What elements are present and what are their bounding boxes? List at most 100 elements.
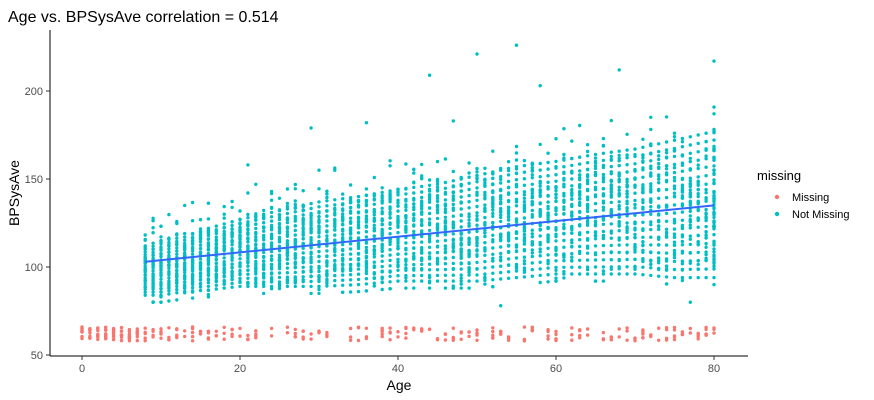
data-point-missing <box>190 330 195 335</box>
data-point-not-missing <box>538 254 542 258</box>
data-point-not-missing <box>680 275 685 280</box>
data-point-not-missing <box>712 138 716 142</box>
data-point-not-missing <box>380 199 384 203</box>
data-point-not-missing <box>593 237 598 241</box>
data-point-not-missing <box>285 201 290 206</box>
data-point-not-missing <box>593 224 598 228</box>
data-point-not-missing <box>633 267 637 271</box>
data-point-not-missing <box>641 137 645 141</box>
data-point-not-missing <box>601 199 606 203</box>
data-point-not-missing <box>696 188 700 192</box>
data-point-not-missing <box>285 232 290 237</box>
data-point-not-missing <box>475 52 479 56</box>
data-point-not-missing <box>554 272 558 276</box>
data-point-not-missing <box>554 196 558 200</box>
data-point-not-missing <box>356 225 361 230</box>
data-point-missing <box>159 327 163 331</box>
data-point-missing <box>111 337 116 342</box>
data-point-not-missing <box>262 291 266 296</box>
data-point-not-missing <box>412 171 416 175</box>
data-point-not-missing <box>688 275 692 280</box>
data-point-not-missing <box>443 279 448 283</box>
data-point-not-missing <box>317 291 321 296</box>
data-point-not-missing <box>325 209 329 213</box>
data-point-not-missing <box>554 265 558 270</box>
data-point-not-missing <box>214 224 218 228</box>
data-point-not-missing <box>230 220 234 224</box>
data-point-not-missing <box>254 212 258 216</box>
data-point-not-missing <box>262 208 266 213</box>
data-point-not-missing <box>483 220 487 225</box>
data-point-not-missing <box>585 195 590 199</box>
data-point-not-missing <box>522 226 527 230</box>
data-point-not-missing <box>396 279 400 283</box>
data-point-not-missing <box>293 217 297 221</box>
data-point-not-missing <box>570 139 574 143</box>
data-point-not-missing <box>380 246 384 250</box>
data-point-not-missing <box>499 237 503 242</box>
data-point-not-missing <box>483 181 487 185</box>
data-point-not-missing <box>601 243 606 248</box>
data-point-not-missing <box>475 218 479 222</box>
data-point-not-missing <box>443 262 448 266</box>
data-point-not-missing <box>214 269 218 273</box>
data-point-not-missing <box>269 257 274 261</box>
data-point-not-missing <box>364 121 369 125</box>
data-point-not-missing <box>451 202 455 207</box>
data-point-not-missing <box>380 280 384 284</box>
data-point-not-missing <box>585 221 590 225</box>
data-point-not-missing <box>633 147 637 151</box>
data-point-not-missing <box>593 164 598 168</box>
data-point-not-missing <box>380 264 384 269</box>
data-point-not-missing <box>514 218 519 222</box>
data-point-not-missing <box>420 190 424 194</box>
data-point-not-missing <box>554 253 558 257</box>
data-point-not-missing <box>309 279 313 284</box>
data-point-not-missing <box>269 215 274 219</box>
data-point-not-missing <box>348 263 353 267</box>
data-point-not-missing <box>593 265 598 269</box>
data-point-not-missing <box>254 218 258 222</box>
data-point-not-missing <box>664 187 669 192</box>
data-point-not-missing <box>151 253 155 257</box>
data-point-not-missing <box>475 241 479 245</box>
data-point-not-missing <box>175 246 179 250</box>
data-point-not-missing <box>159 254 163 259</box>
data-point-not-missing <box>633 222 637 226</box>
data-point-not-missing <box>514 220 519 224</box>
data-point-not-missing <box>151 276 155 280</box>
data-point-not-missing <box>593 234 598 238</box>
data-point-missing <box>554 337 558 341</box>
data-point-not-missing <box>546 246 550 250</box>
data-point-not-missing <box>491 238 495 242</box>
data-point-not-missing <box>222 204 226 209</box>
data-point-not-missing <box>443 186 448 190</box>
data-point-not-missing <box>625 156 629 160</box>
data-point-not-missing <box>222 212 226 216</box>
data-point-not-missing <box>269 210 274 215</box>
data-point-not-missing <box>491 208 495 212</box>
data-point-missing <box>506 336 511 341</box>
data-point-missing <box>293 335 297 339</box>
data-point-not-missing <box>167 247 171 251</box>
data-point-not-missing <box>159 300 163 304</box>
data-point-not-missing <box>601 208 606 212</box>
data-point-not-missing <box>657 157 661 162</box>
data-point-not-missing <box>269 219 274 223</box>
data-point-not-missing <box>459 175 463 180</box>
data-point-not-missing <box>317 235 321 239</box>
data-point-not-missing <box>451 244 455 249</box>
data-point-not-missing <box>609 231 613 235</box>
data-point-not-missing <box>562 269 566 274</box>
data-point-not-missing <box>522 242 527 246</box>
data-point-not-missing <box>341 258 345 263</box>
data-point-not-missing <box>593 185 598 189</box>
data-point-not-missing <box>420 219 424 223</box>
data-point-not-missing <box>230 248 234 253</box>
data-point-not-missing <box>704 267 708 271</box>
data-point-not-missing <box>183 243 187 248</box>
data-point-not-missing <box>554 239 558 243</box>
data-point-not-missing <box>609 150 613 154</box>
data-point-not-missing <box>420 240 424 244</box>
data-point-not-missing <box>198 236 203 240</box>
